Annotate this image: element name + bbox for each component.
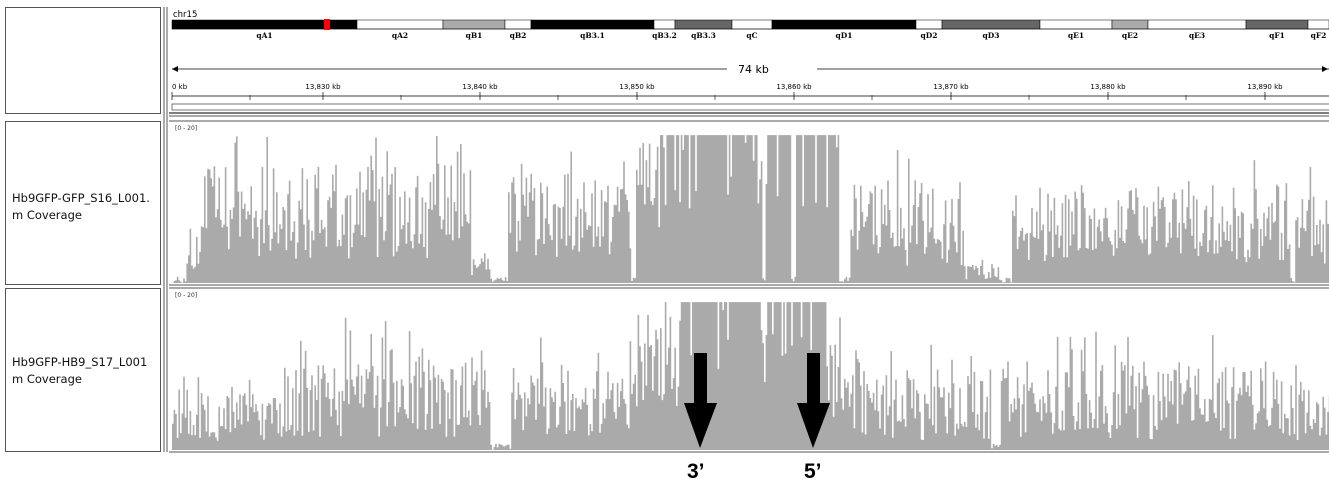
track-range-1: [0 - 20] [175,125,197,132]
down-arrow-5prime-icon [807,353,820,405]
band-label: qB2 [510,31,527,40]
band-label: qF1 [1269,31,1285,40]
ruler-tick-label: 13,830 kb [305,83,341,91]
coverage-track-1[interactable]: [0 - 20] [172,125,1329,283]
track-name-2-line2: m Coverage [12,372,82,386]
band-label: qE1 [1068,31,1084,40]
band-label: qB3.3 [691,31,716,40]
band-labels: qA1 qA2 qB1 qB2 qB3.1 qB3.2 qB3.3 qC qD1 qD2 qD3 qE… [256,31,1326,40]
coverage-area-1 [172,135,1329,283]
band-qE3[interactable] [1147,19,1247,30]
ruler-tick-label: 13,890 kb [1247,83,1283,91]
ruler-tick-label: 13,860 kb [776,83,812,91]
annotation-3prime: 3’ [684,353,717,483]
coverage-track-2[interactable]: [0 - 20] [172,292,1329,450]
track-name-2: Hb9GFP-HB9_S17_L001 m Coverage [12,354,147,388]
band-label: qF2 [1311,31,1327,40]
band-qB1[interactable] [442,19,506,30]
band-label: qD2 [921,31,938,40]
track-name-2-line1: Hb9GFP-HB9_S17_L001 [12,355,148,369]
band-qE2[interactable] [1111,19,1149,30]
band-qB3.1[interactable] [530,19,655,30]
band-label: qB1 [466,31,483,40]
band-label: qE3 [1189,31,1205,40]
ruler-bar[interactable] [171,103,1329,111]
band-qF2[interactable] [1307,19,1329,30]
header-name-panel [5,7,161,114]
band-qB3.2[interactable] [653,19,676,30]
track-name-1: Hb9GFP-GFP_S16_L001. m Coverage [12,190,150,224]
ruler-tick-label: 13,880 kb [1090,83,1126,91]
position-ruler[interactable]: 0 kb 13,830 kb 13,840 kb 13,850 kb 13,860 kb… [171,83,1329,100]
band-label: qB3.1 [580,31,605,40]
track-name-panel-2[interactable]: Hb9GFP-HB9_S17_L001 m Coverage [5,288,161,452]
ruler-tick-label: 0 kb [172,83,188,91]
track-name-1-line2: m Coverage [12,208,82,222]
band-qC[interactable] [731,19,773,30]
band-qE1[interactable] [1039,19,1113,30]
band-label: qD1 [836,31,853,40]
span-indicator: 74 kb [172,63,1329,76]
band-qF1[interactable] [1245,19,1309,30]
band-label: qD3 [983,31,1000,40]
band-qD1[interactable] [771,19,917,30]
annotation-label-3prime: 3’ [687,460,705,483]
ruler-tick-label: 13,850 kb [619,83,655,91]
span-left-arrow-icon [172,66,178,72]
span-right-arrow-icon [1322,66,1328,72]
track-range-2: [0 - 20] [175,292,197,299]
band-label: qC [746,31,757,40]
track-name-panel-1[interactable]: Hb9GFP-GFP_S16_L001. m Coverage [5,121,161,285]
ruler-tick-label: 13,870 kb [933,83,969,91]
band-qB2[interactable] [504,19,532,30]
band-qD3[interactable] [941,19,1041,30]
current-region-marker[interactable] [324,19,330,30]
band-qB3.3[interactable] [674,19,733,30]
track-name-1-line1: Hb9GFP-GFP_S16_L001. [12,191,150,205]
band-qA2[interactable] [356,19,444,30]
coverage-area-2 [172,302,1329,450]
down-arrow-3prime-icon [694,353,707,405]
band-label: qA2 [392,31,408,40]
band-label: qE2 [1122,31,1138,40]
band-qD2[interactable] [915,19,943,30]
chromosome-ideogram[interactable] [171,19,1329,30]
band-label: qB3.2 [652,31,677,40]
ruler-tick-label: 13,840 kb [462,83,498,91]
annotation-5prime: 5’ [797,353,830,483]
annotation-label-5prime: 5’ [804,460,822,483]
band-label: qA1 [256,31,272,40]
span-label: 74 kb [738,63,769,76]
chromosome-label[interactable]: chr15 [173,10,197,20]
